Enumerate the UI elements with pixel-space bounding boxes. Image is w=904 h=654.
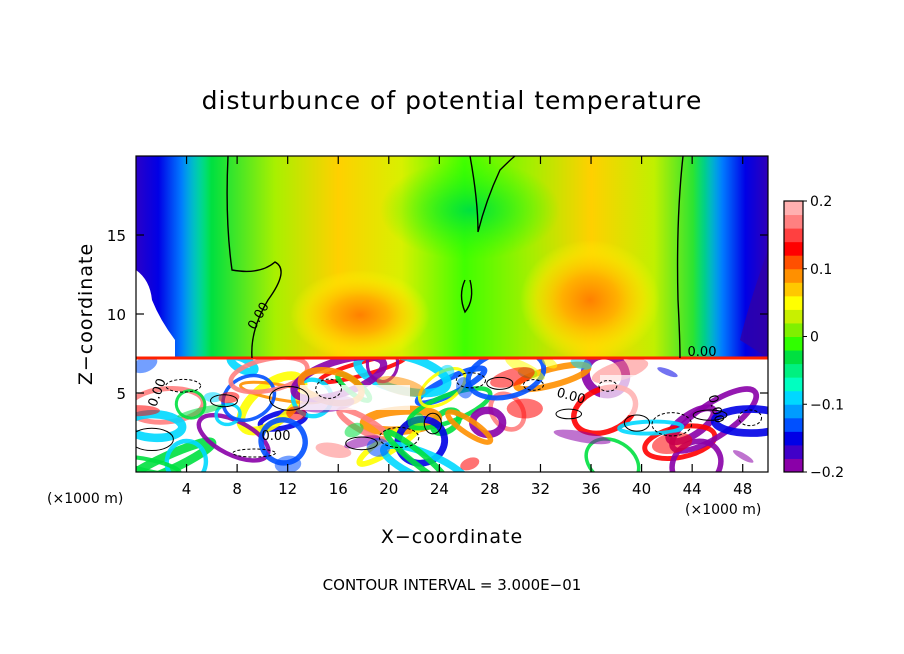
colorbar-swatch	[784, 309, 803, 324]
contour-label: 0.00	[555, 386, 587, 408]
x-unit-right: (×1000 m)	[685, 502, 762, 518]
warm-anomaly	[520, 240, 660, 360]
colorbar-swatch	[784, 431, 803, 446]
x-tick-label: 24	[430, 480, 449, 498]
colorbar-swatch	[784, 282, 803, 297]
y-tick-label: 10	[107, 306, 126, 324]
x-tick-label: 12	[278, 480, 297, 498]
colorbar: 0.2 0.1 0 −0.1 −0.2	[783, 194, 844, 481]
out-of-range-region	[136, 270, 175, 358]
x-tick-label: 36	[581, 480, 600, 498]
x-tick-label: 28	[480, 480, 499, 498]
colorbar-swatch	[784, 444, 803, 459]
colorbar-swatch	[784, 458, 803, 473]
y-axis-label: Z−coordinate	[75, 242, 97, 386]
contour-label: 0.00	[704, 393, 726, 425]
colorbar-swatch	[784, 241, 803, 256]
y-tick-label: 15	[107, 227, 126, 245]
colorbar-swatch	[784, 377, 803, 392]
colorbar-swatch	[784, 201, 803, 216]
x-tick-label: 20	[379, 480, 398, 498]
colorbar-swatch	[784, 390, 803, 405]
colorbar-swatch	[784, 336, 803, 351]
x-tick-label: 40	[632, 480, 651, 498]
heatmap-field	[136, 156, 768, 472]
colorbar-tick-label: 0	[810, 330, 819, 346]
x-tick-label: 16	[329, 480, 348, 498]
colorbar-swatch	[784, 214, 803, 229]
x-tick-label: 44	[683, 480, 702, 498]
y-tick-label: 5	[116, 385, 126, 403]
x-tick-label: 8	[232, 480, 242, 498]
contour-interval-note: CONTOUR INTERVAL = 3.000E−01	[322, 576, 582, 594]
x-tick-label: 32	[531, 480, 550, 498]
colorbar-swatch	[784, 228, 803, 243]
colorbar-swatch	[784, 404, 803, 419]
x-tick-label: 4	[182, 480, 192, 498]
colorbar-swatch	[784, 363, 803, 378]
colorbar-swatch	[784, 322, 803, 337]
neutral-core	[380, 160, 560, 260]
contour-lines: 0.000.000.000.000.00 0.00	[136, 156, 763, 458]
colorbar-tick-label: −0.1	[810, 397, 844, 413]
colorbar-tick-label: −0.2	[810, 465, 844, 481]
colorbar-swatch	[784, 268, 803, 283]
chart-title: disturbunce of potential temperature	[201, 86, 703, 115]
contour-label: 0.00	[688, 345, 717, 360]
x-axis: 4 8 12 16 20 24 28 32 36 40 44 48	[182, 156, 752, 498]
colorbar-tick-label: 0.1	[810, 262, 832, 278]
warm-anomaly	[290, 270, 430, 360]
colorbar-swatch	[784, 417, 803, 432]
x-tick-label: 48	[733, 480, 752, 498]
lower-turbulent-layer	[136, 358, 768, 472]
contour-label: 0.00	[262, 429, 291, 444]
x-axis-label: X−coordinate	[380, 526, 524, 548]
cold-edge	[740, 250, 768, 358]
colorbar-swatch	[784, 255, 803, 270]
colorbar-swatch	[784, 295, 803, 310]
x-unit-left: (×1000 m)	[47, 491, 124, 507]
colorbar-tick-label: 0.2	[810, 194, 832, 210]
colorbar-swatch	[784, 350, 803, 365]
y-axis: 5 10 15	[107, 227, 768, 403]
